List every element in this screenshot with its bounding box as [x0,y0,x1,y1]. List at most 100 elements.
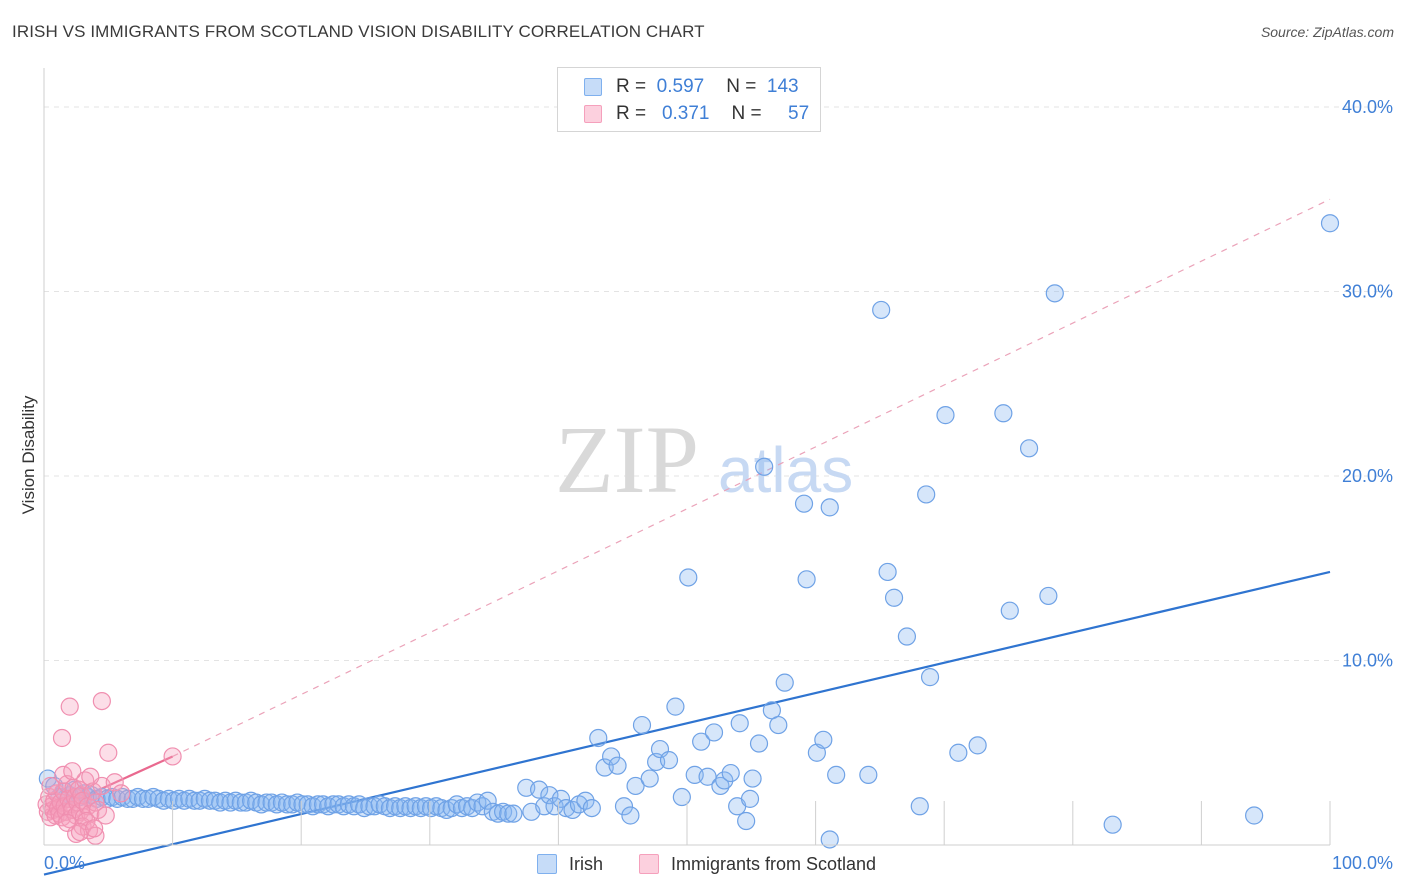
data-point [949,743,968,762]
data-point [920,668,940,687]
legend-n-value: 57 [788,103,810,124]
data-point [721,763,740,783]
data-point [504,804,523,823]
data-point [743,769,762,788]
y-tick-label: 20.0% [1342,466,1393,486]
data-point [968,736,987,755]
y-tick-label: 40.0% [1342,97,1393,117]
data-point [737,811,756,831]
data-point [749,734,769,753]
data-point [163,747,182,766]
x-tick-label: 100.0% [1332,853,1393,873]
data-point [608,756,627,775]
legend-swatch-scotland [584,105,602,123]
data-point [96,806,115,825]
bottom-legend-irish: Irish [537,852,603,876]
data-point [70,822,90,842]
data-point [814,730,833,749]
data-point [499,804,518,823]
legend: R = 0.597 N = 143 R = 0.371 N = 57 [557,67,821,132]
watermark-zip: ZIP [555,406,699,513]
data-point [540,786,559,805]
trend-lines [43,198,1331,876]
data-point [621,806,640,825]
data-point [672,787,691,807]
legend-n-value: 143 [766,76,799,97]
chart-title: IRISH VS IMMIGRANTS FROM SCOTLAND VISION… [12,22,705,41]
data-point [797,570,816,589]
data-point [740,789,760,808]
data-point [105,773,124,792]
data-point [58,813,77,832]
series-irish [38,214,1340,849]
data-point [86,793,105,812]
legend-r-value: 0.371 [661,103,710,124]
data-point [473,797,492,816]
data-point [1103,815,1122,834]
data-points [37,214,1340,849]
data-point [917,485,936,504]
data-point [1019,439,1039,458]
data-point [81,767,100,786]
y-axis-label: Vision Disability [19,395,38,514]
trend-line-irish [43,570,1331,876]
axes: 10.0% 20.0% 30.0% 40.0% 0.0% 100.0% [43,68,1393,873]
data-point [820,498,839,517]
data-point [60,697,79,716]
data-point [92,691,111,711]
data-point [769,715,788,735]
legend-n-label: N = [726,76,757,97]
data-point [632,715,652,735]
data-point [86,826,105,845]
bottom-legend-label-scotland: Immigrants from Scotland [671,853,877,874]
data-point [535,797,554,816]
data-point [52,728,72,748]
data-point [83,782,102,801]
reference-dashed-line [172,198,1331,757]
y-tick-label: 30.0% [1342,282,1393,302]
data-point [897,627,917,646]
data-point [704,723,724,742]
data-point [478,791,497,810]
data-point [63,762,82,781]
data-point [994,404,1013,423]
bottom-legend-scotland: Immigrants from Scotland [639,852,876,876]
data-point [614,797,634,816]
data-point [659,751,679,770]
data-point [77,811,96,831]
legend-swatch-irish [584,78,602,96]
data-point [112,784,131,803]
bottom-legend-swatch-scotland [639,854,659,874]
data-point [910,797,929,816]
bottom-legend-swatch-irish [537,854,557,874]
source-label: Source: ZipAtlas.com [1260,24,1394,40]
data-point [859,765,878,784]
data-point [41,776,60,796]
series-scotland [37,691,182,845]
data-point [85,819,104,838]
data-point [1045,284,1064,303]
data-point [640,769,659,788]
watermark-atlas: atlas [718,434,853,506]
x-tick-label: 0.0% [44,853,85,873]
data-point [1320,214,1340,233]
trend-line-scotland [46,755,174,815]
data-point [99,743,118,762]
legend-row-irish: R = 0.597 N = 143 [584,74,799,100]
legend-n-label: N = [731,103,762,124]
data-point [794,494,814,513]
data-point [715,771,734,790]
data-point [626,776,645,796]
bottom-legend-label-irish: Irish [569,853,604,874]
data-point [1245,806,1264,825]
data-point [679,568,698,587]
data-point [884,588,904,607]
data-point [1039,586,1058,606]
data-point [872,300,891,320]
data-point [589,728,608,748]
watermark: ZIP atlas [555,406,853,513]
y-tick-label: 10.0% [1342,651,1393,671]
data-point [666,697,685,716]
data-point [551,789,571,808]
